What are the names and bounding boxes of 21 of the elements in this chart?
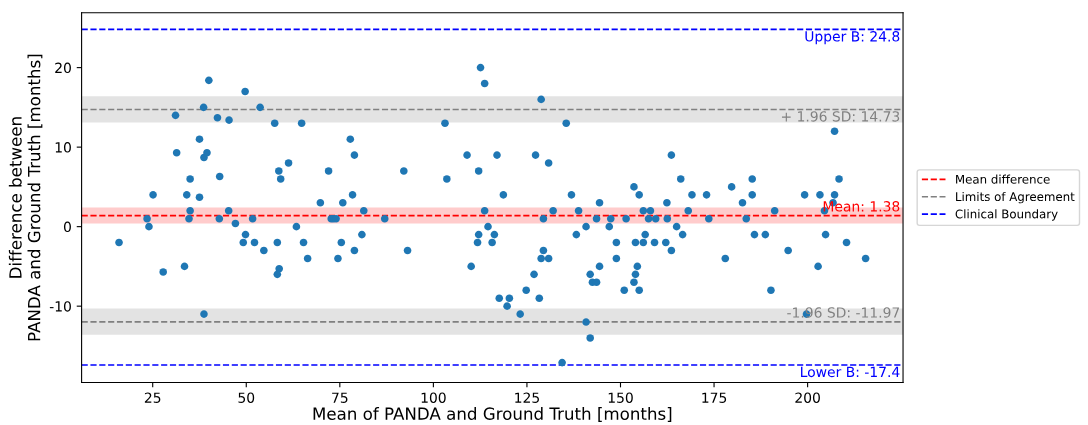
x-tick-label: 100: [421, 392, 446, 403]
y-tick-label: -10: [49, 301, 71, 312]
x-tick-label: 125: [515, 392, 539, 403]
legend-label: Mean difference: [956, 174, 1050, 184]
annotation: Mean: 1.38: [823, 201, 900, 212]
x-tick-label: 50: [238, 392, 255, 403]
x-tick-label: 150: [608, 392, 633, 403]
annotation: Upper B: 24.8: [805, 31, 900, 45]
x-tick-label: 200: [795, 392, 820, 403]
legend-label: Clinical Boundary: [955, 209, 1058, 221]
x-tick-label: 25: [144, 392, 161, 403]
y-tick-label: 20: [55, 62, 71, 74]
annotation: Lower B: -17.4: [801, 366, 900, 378]
annotation: + 1.96 SD: 14.73: [781, 111, 900, 122]
x-tick-label: 175: [702, 392, 727, 403]
y-tick-label: 10: [55, 142, 71, 153]
x-axis-title: Mean of PANDA and Ground Truth [months]: [313, 407, 672, 422]
legend-label: Limits of Agreement: [956, 191, 1075, 204]
y-tick-label: 0: [63, 221, 71, 233]
x-tick-label: 75: [332, 392, 348, 403]
y-axis-title: Difference between PANDA and Ground Truth [months]: [8, 54, 43, 341]
